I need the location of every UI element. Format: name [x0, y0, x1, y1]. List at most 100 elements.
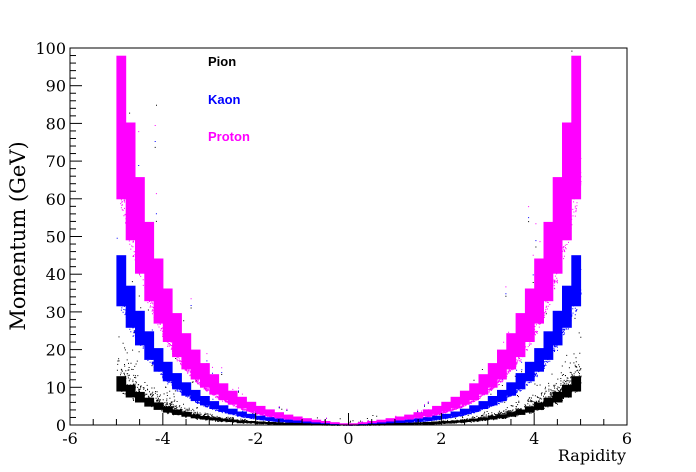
density-band-kaon — [116, 255, 582, 425]
band-bin — [385, 423, 396, 425]
band-bin — [469, 383, 479, 401]
y-tick-label: 90 — [46, 77, 66, 96]
band-bin — [552, 310, 563, 346]
band-bin — [404, 414, 414, 420]
band-bin — [209, 417, 220, 421]
band-bin — [450, 411, 461, 417]
band-bin — [515, 409, 526, 415]
band-bin — [283, 419, 294, 422]
y-axis-title: Momentum (GeV) — [6, 141, 30, 330]
band-bin — [506, 412, 517, 417]
band-bin — [218, 383, 229, 401]
band-bin — [487, 416, 498, 420]
band-bin — [255, 421, 266, 424]
y-tick-label: 30 — [46, 303, 66, 322]
band-bin — [209, 374, 220, 395]
band-bin — [478, 374, 489, 395]
band-bin — [237, 420, 247, 423]
y-tick-label: 80 — [46, 114, 66, 133]
band-bin — [153, 402, 164, 410]
x-axis-title: Rapidity — [558, 446, 626, 465]
band-bin — [311, 423, 322, 425]
band-bin — [385, 421, 396, 424]
legend: Pion Kaon Proton — [208, 54, 250, 144]
band-bin — [422, 417, 433, 421]
band-bin — [571, 255, 582, 307]
band-bin — [292, 416, 303, 421]
band-bin — [432, 405, 442, 414]
band-bin — [265, 409, 275, 417]
band-bin — [302, 423, 312, 425]
legend-entry-pion: Pion — [208, 54, 236, 69]
band-bin — [116, 55, 127, 200]
band-bin — [144, 331, 155, 360]
band-bin — [394, 416, 405, 421]
band-bin — [459, 408, 470, 415]
band-bin — [441, 413, 452, 418]
band-bin — [506, 333, 517, 370]
band-bin — [404, 419, 414, 422]
band-bin — [200, 363, 210, 388]
legend-entry-kaon: Kaon — [208, 92, 241, 107]
band-bin — [181, 382, 192, 396]
band-bin — [450, 396, 461, 409]
band-bin — [487, 396, 498, 406]
band-bin — [172, 313, 182, 358]
band-bin — [497, 389, 507, 402]
band-bin — [153, 258, 164, 324]
band-bin — [190, 389, 201, 402]
x-tick-label: -4 — [155, 429, 171, 448]
band-bin — [497, 349, 507, 380]
band-bin — [190, 414, 201, 419]
band-bin — [329, 422, 340, 424]
band-bin — [265, 417, 275, 421]
x-tick-label: 6 — [622, 429, 632, 448]
band-bin — [237, 411, 247, 417]
band-bin — [441, 421, 452, 423]
band-bin — [450, 420, 461, 423]
band-bin — [125, 122, 136, 241]
band-bin — [265, 422, 275, 424]
x-tick-label: -2 — [248, 429, 264, 448]
band-bin — [144, 221, 155, 302]
band-bin — [135, 391, 145, 403]
band-bin — [227, 390, 238, 405]
band-bin — [181, 333, 192, 370]
band-bin — [292, 422, 303, 425]
legend-entry-proton: Proton — [208, 129, 250, 144]
band-bin — [246, 401, 257, 412]
band-bin — [432, 421, 442, 424]
y-tick-label: 0 — [56, 416, 66, 435]
band-bin — [432, 415, 442, 420]
band-bin — [283, 414, 294, 420]
band-bin — [116, 376, 127, 392]
band-bin — [125, 384, 136, 398]
band-bin — [534, 402, 544, 410]
band-bin — [562, 122, 572, 241]
band-bin — [394, 420, 405, 423]
band-bin — [394, 422, 405, 425]
band-bin — [274, 412, 284, 418]
band-bin — [339, 423, 349, 425]
band-bin — [422, 422, 433, 424]
band-bin — [302, 418, 312, 422]
x-tick-label: 0 — [343, 429, 353, 448]
band-bin — [162, 361, 173, 382]
x-tick-label: 2 — [436, 429, 446, 448]
band-bin — [552, 177, 563, 274]
band-bin — [571, 376, 582, 392]
band-bin — [515, 373, 526, 390]
band-bin — [478, 401, 489, 409]
band-bin — [571, 55, 582, 200]
band-bin — [209, 401, 220, 409]
y-tick-label: 20 — [46, 341, 66, 360]
band-bin — [116, 255, 127, 307]
y-tick-label: 60 — [46, 190, 66, 209]
band-bin — [385, 418, 396, 422]
band-bin — [478, 417, 489, 421]
band-bin — [200, 416, 210, 420]
band-bin — [524, 288, 535, 342]
band-bin — [302, 421, 312, 424]
band-bin — [172, 409, 182, 415]
